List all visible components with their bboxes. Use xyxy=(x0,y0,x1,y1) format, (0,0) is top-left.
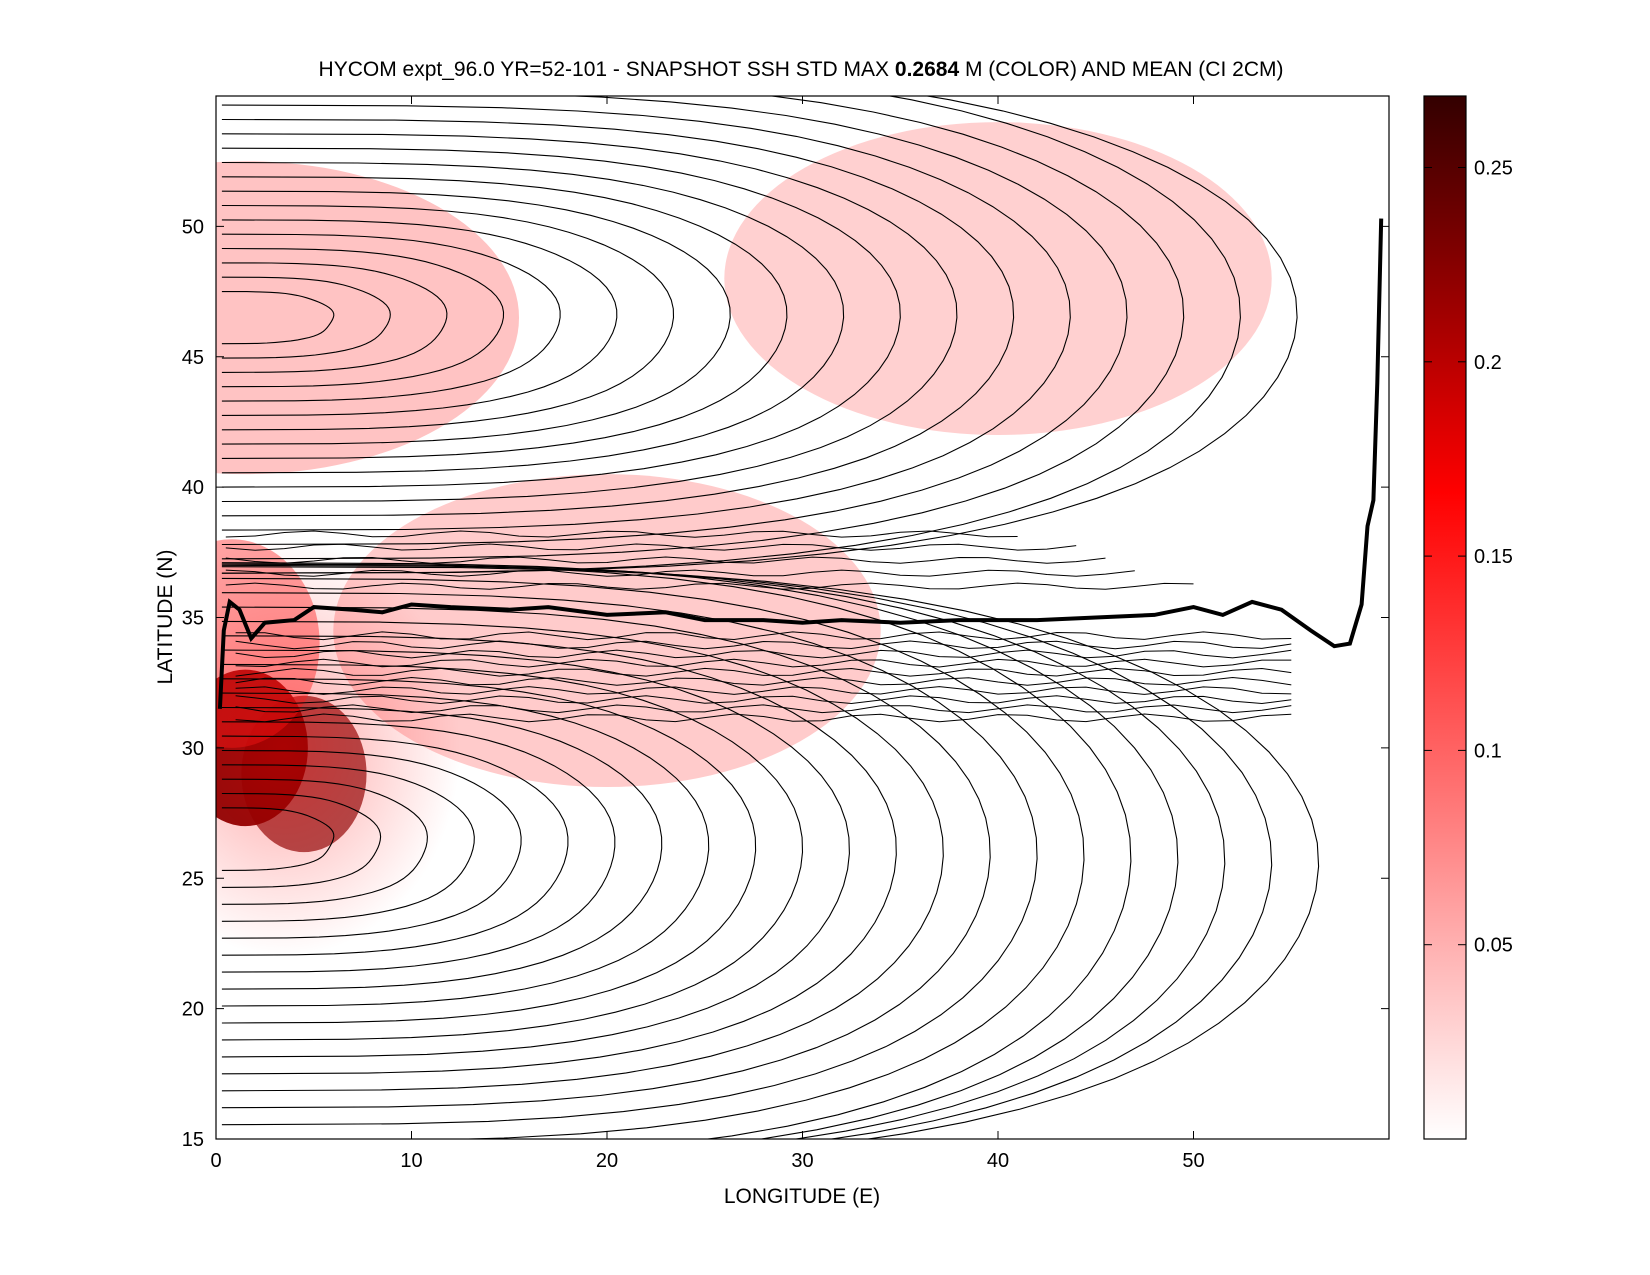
contour-line xyxy=(225,530,1018,538)
y-tick-label: 30 xyxy=(182,738,204,760)
x-axis-ticks: 0 10 20 30 40 50 xyxy=(210,96,1205,1172)
y-tick-label: 40 xyxy=(182,477,204,499)
title-max-value: 0.2684 xyxy=(895,58,960,81)
variability-halo xyxy=(216,539,461,957)
contour-line xyxy=(221,219,618,416)
contour-line xyxy=(225,569,1135,577)
contour-line xyxy=(225,556,1106,564)
contour-line xyxy=(221,190,731,445)
contour-line xyxy=(221,721,616,973)
colorbar-gradient xyxy=(1423,95,1467,1140)
variability-center xyxy=(216,161,519,475)
y-tick-label: 25 xyxy=(182,868,204,890)
colorbar-tick-label: 0.2 xyxy=(1474,352,1502,374)
x-tick-label: 0 xyxy=(210,1150,221,1172)
contour-line xyxy=(235,658,1292,668)
variability-center xyxy=(333,474,881,787)
contour-line xyxy=(221,764,475,922)
contour-line xyxy=(221,692,710,1007)
contour-line xyxy=(221,792,382,888)
contour-line xyxy=(221,291,335,345)
x-tick-label: 20 xyxy=(596,1150,618,1172)
contour-line xyxy=(221,176,788,459)
contour-line xyxy=(221,104,1071,531)
contour-line xyxy=(221,118,1015,517)
contour-line xyxy=(225,543,1077,551)
contour-line xyxy=(221,606,991,1109)
contour-line xyxy=(221,96,1185,560)
colorbar-tick-label: 0.05 xyxy=(1474,935,1513,957)
plot-area: 0 10 20 30 40 50 15 20 25 30 35 40 45 50 xyxy=(182,95,1390,1172)
contour-line xyxy=(221,735,569,956)
contour-line xyxy=(221,564,1273,1139)
contour-line xyxy=(221,635,897,1075)
variability-center xyxy=(724,122,1272,435)
x-tick-label: 40 xyxy=(987,1150,1009,1172)
x-axis-label: LONGITUDE (E) xyxy=(724,1185,880,1208)
contour-line xyxy=(235,649,1292,659)
y-tick-label: 35 xyxy=(182,608,204,630)
contour-line xyxy=(221,204,675,431)
contour-line xyxy=(221,577,1085,1139)
y-tick-label: 20 xyxy=(182,999,204,1021)
contour-line xyxy=(221,563,1226,1139)
contour-line xyxy=(221,649,850,1058)
contour-line xyxy=(221,96,1128,546)
y-axis-ticks: 15 20 25 30 35 40 45 50 xyxy=(182,216,1389,1151)
contour-line xyxy=(235,640,1292,650)
x-tick-label: 50 xyxy=(1182,1150,1204,1172)
title-suffix: M (COLOR) AND MEAN (CI 2CM) xyxy=(959,58,1283,81)
contour-line xyxy=(221,133,958,503)
contour-line xyxy=(221,807,335,871)
y-tick-label: 15 xyxy=(182,1129,204,1151)
chart-title: HYCOM expt_96.0 YR=52-101 - SNAPSHOT SSH… xyxy=(319,58,1284,81)
contour-line xyxy=(221,749,522,939)
contour-line xyxy=(221,562,1179,1139)
contour-line xyxy=(235,631,1292,641)
y-tick-label: 50 xyxy=(182,216,204,238)
contour-line xyxy=(221,778,428,905)
colorbar-tick-label: 0.15 xyxy=(1474,546,1513,568)
contour-line xyxy=(221,566,1320,1139)
zero-contour-line xyxy=(217,218,1384,709)
variability-field xyxy=(216,122,1272,957)
colorbar-tick-label: 0.25 xyxy=(1474,158,1513,180)
x-tick-label: 10 xyxy=(400,1150,422,1172)
contour-line xyxy=(235,713,1292,723)
contour-line xyxy=(221,262,448,373)
x-tick-label: 30 xyxy=(791,1150,813,1172)
contour-line xyxy=(221,563,1132,1139)
contour-line xyxy=(235,695,1292,705)
colorbar-ticks: 0.05 0.1 0.15 0.2 0.25 xyxy=(1424,158,1513,957)
contour-line xyxy=(235,667,1292,677)
contour-line xyxy=(221,663,804,1041)
contour-line xyxy=(221,161,845,474)
contour-line xyxy=(221,247,505,388)
contour-line xyxy=(225,582,1194,590)
colorbar-tick-label: 0.1 xyxy=(1474,740,1502,762)
contour-line xyxy=(235,704,1292,714)
contour-line xyxy=(221,276,391,359)
contour-line xyxy=(235,686,1292,695)
contour-line xyxy=(235,676,1292,686)
title-prefix: HYCOM expt_96.0 YR=52-101 - SNAPSHOT SSH… xyxy=(319,58,895,81)
contour-line xyxy=(221,147,901,488)
contour-line xyxy=(221,706,663,990)
contour-line xyxy=(221,233,561,402)
contour-line xyxy=(221,620,944,1092)
y-axis-label: LATITUDE (N) xyxy=(154,550,177,685)
colorbar: 0.05 0.1 0.15 0.2 0.25 xyxy=(1423,95,1513,1140)
y-tick-label: 45 xyxy=(182,347,204,369)
contour-line xyxy=(221,678,757,1024)
mean-ssh-contours xyxy=(221,96,1320,1139)
contour-line xyxy=(221,592,1038,1126)
